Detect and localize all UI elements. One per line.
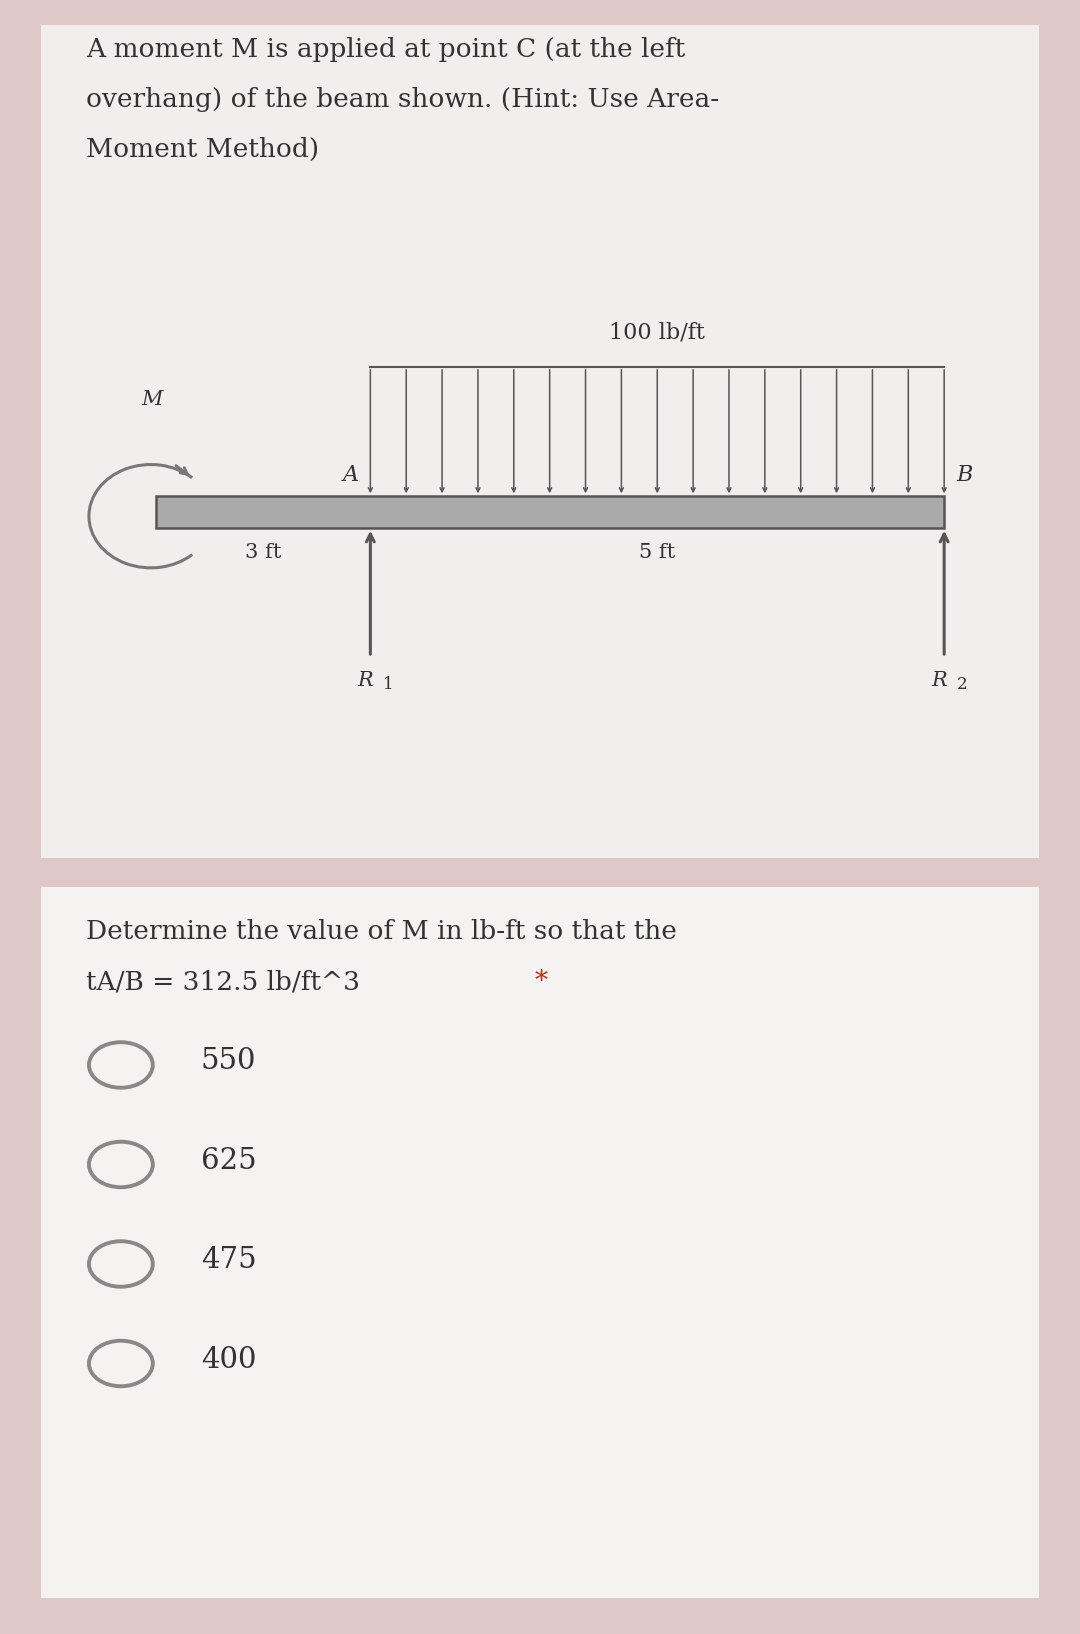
Text: A moment M is applied at point C (at the left: A moment M is applied at point C (at the… <box>86 38 685 62</box>
Text: 625: 625 <box>201 1147 256 1175</box>
Text: 400: 400 <box>201 1346 256 1374</box>
Text: 550: 550 <box>201 1047 256 1075</box>
Text: 3 ft: 3 ft <box>245 542 281 562</box>
Text: 5 ft: 5 ft <box>639 542 675 562</box>
Text: M: M <box>140 389 162 408</box>
Text: 1: 1 <box>383 676 393 693</box>
Text: R: R <box>931 672 947 690</box>
Text: B: B <box>956 464 972 487</box>
Text: *: * <box>535 969 549 993</box>
Bar <box>156 497 944 528</box>
Text: R: R <box>357 672 374 690</box>
Text: 475: 475 <box>201 1247 256 1275</box>
Text: A: A <box>342 464 359 487</box>
Text: 2: 2 <box>957 676 968 693</box>
Text: overhang) of the beam shown. (Hint: Use Area-: overhang) of the beam shown. (Hint: Use … <box>86 87 719 113</box>
Text: Determine the value of M in lb-ft so that the: Determine the value of M in lb-ft so tha… <box>86 920 677 944</box>
Text: tA/B = 312.5 lb/ft^3: tA/B = 312.5 lb/ft^3 <box>86 969 368 993</box>
Text: Moment Method): Moment Method) <box>86 137 319 162</box>
Text: 100 lb/ft: 100 lb/ft <box>609 322 705 343</box>
